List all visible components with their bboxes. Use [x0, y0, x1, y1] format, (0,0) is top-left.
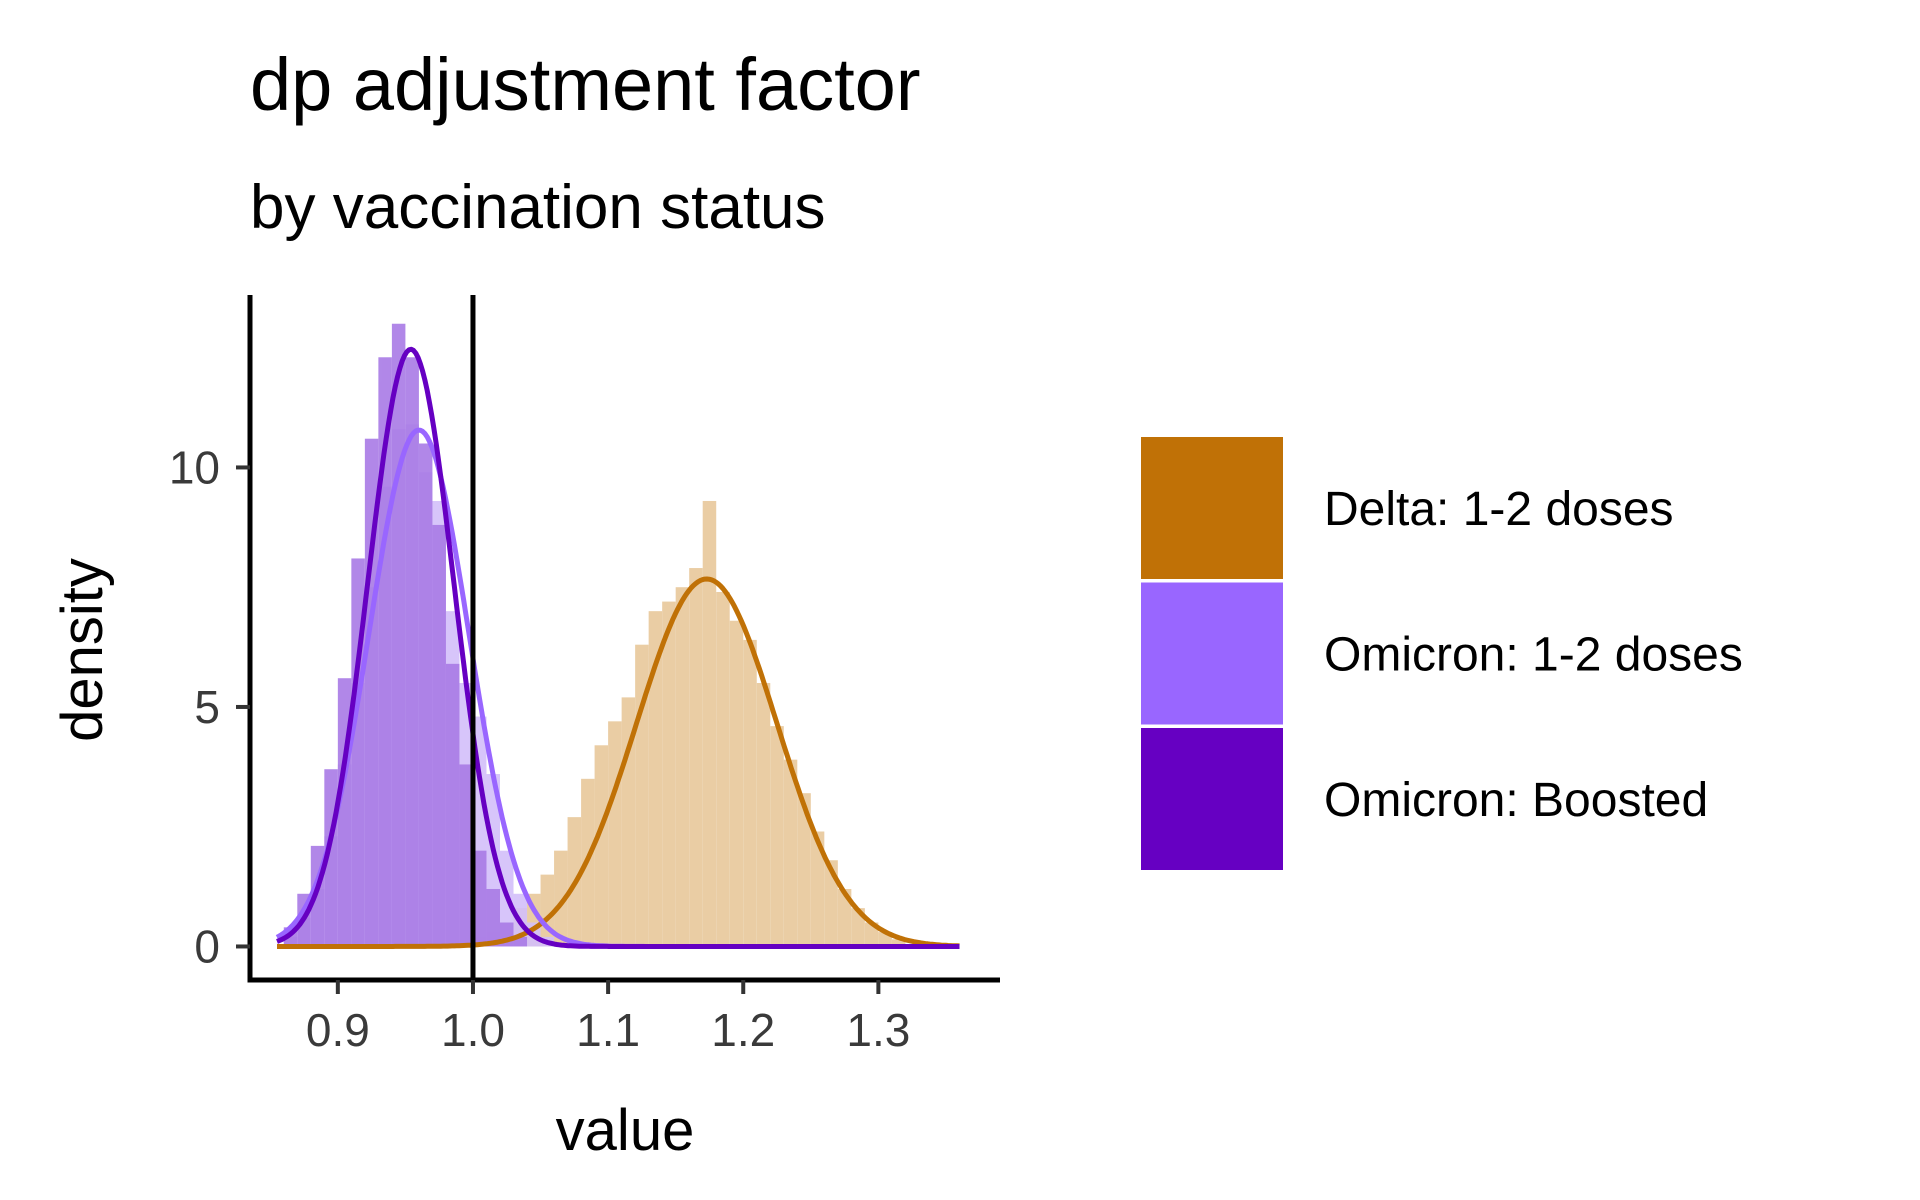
histogram-bar: [472, 850, 487, 947]
histogram-bar: [486, 888, 500, 947]
legend-label-0: Delta: 1-2 doses: [1324, 483, 1674, 536]
axes: 0.9 1.0 1.1 1.2 1.3 0 5 10: [169, 295, 1000, 1056]
histogram-bar: [756, 683, 771, 947]
histogram-bar: [837, 888, 852, 947]
histogram-bar: [810, 831, 825, 947]
histogram-bar: [891, 939, 906, 947]
histogram-bar: [418, 443, 433, 947]
density-curves: [275, 346, 960, 949]
histogram-bar: [405, 357, 419, 947]
chart-title: dp adjustment factor: [250, 43, 920, 126]
histogram-bar: [851, 908, 865, 947]
x-axis-title: value: [556, 1098, 695, 1163]
histogram-bar: [797, 793, 811, 947]
histogram-bar: [432, 524, 446, 947]
y-tick-label: 5: [194, 681, 220, 733]
legend-label-1: Omicron: 1-2 doses: [1324, 629, 1743, 682]
histogram-bar: [594, 745, 609, 947]
histogram-bar: [716, 591, 730, 947]
x-tick-label: 1.2: [711, 1004, 775, 1056]
x-tick-label: 0.9: [306, 1004, 370, 1056]
histogram-bar: [729, 620, 744, 947]
histogram-bar: [662, 601, 676, 947]
histogram-bar: [743, 639, 757, 947]
histogram-bar: [513, 936, 528, 947]
legend-key-2: [1139, 726, 1285, 872]
y-tick-label: 0: [194, 920, 220, 972]
histogram-bar: [824, 860, 838, 947]
x-tick-label: 1.1: [576, 1004, 640, 1056]
histogram-bar: [770, 726, 784, 947]
histogram-bar: [675, 587, 690, 947]
histogram-bar: [783, 759, 798, 947]
legend-key-1: [1139, 580, 1285, 727]
x-tick-label: 1.0: [441, 1004, 505, 1056]
histogram-bars: [283, 323, 919, 947]
legend: Delta: 1-2 doses Omicron: 1-2 doses Omicro…: [1139, 435, 1743, 872]
histogram-bar: [445, 663, 460, 947]
histogram-bar: [554, 850, 568, 947]
histogram-bar: [351, 558, 365, 947]
histogram-bar: [702, 500, 717, 947]
histogram-bar: [648, 611, 663, 947]
histogram-bar: [459, 764, 473, 947]
histogram-bar: [689, 568, 703, 947]
histogram-bar: [608, 721, 622, 947]
y-tick-label: 10: [169, 441, 220, 493]
legend-label-2: Omicron: Boosted: [1324, 774, 1708, 827]
density-curve-0: [276, 576, 960, 949]
chart-subtitle: by vaccination status: [250, 173, 826, 242]
histogram-series-0: [472, 500, 919, 947]
x-tick-label: 1.3: [846, 1004, 910, 1056]
y-axis-title: density: [50, 558, 115, 742]
legend-key-0: [1139, 435, 1285, 581]
density-curve-2: [276, 346, 960, 949]
histogram-bar: [391, 323, 406, 947]
